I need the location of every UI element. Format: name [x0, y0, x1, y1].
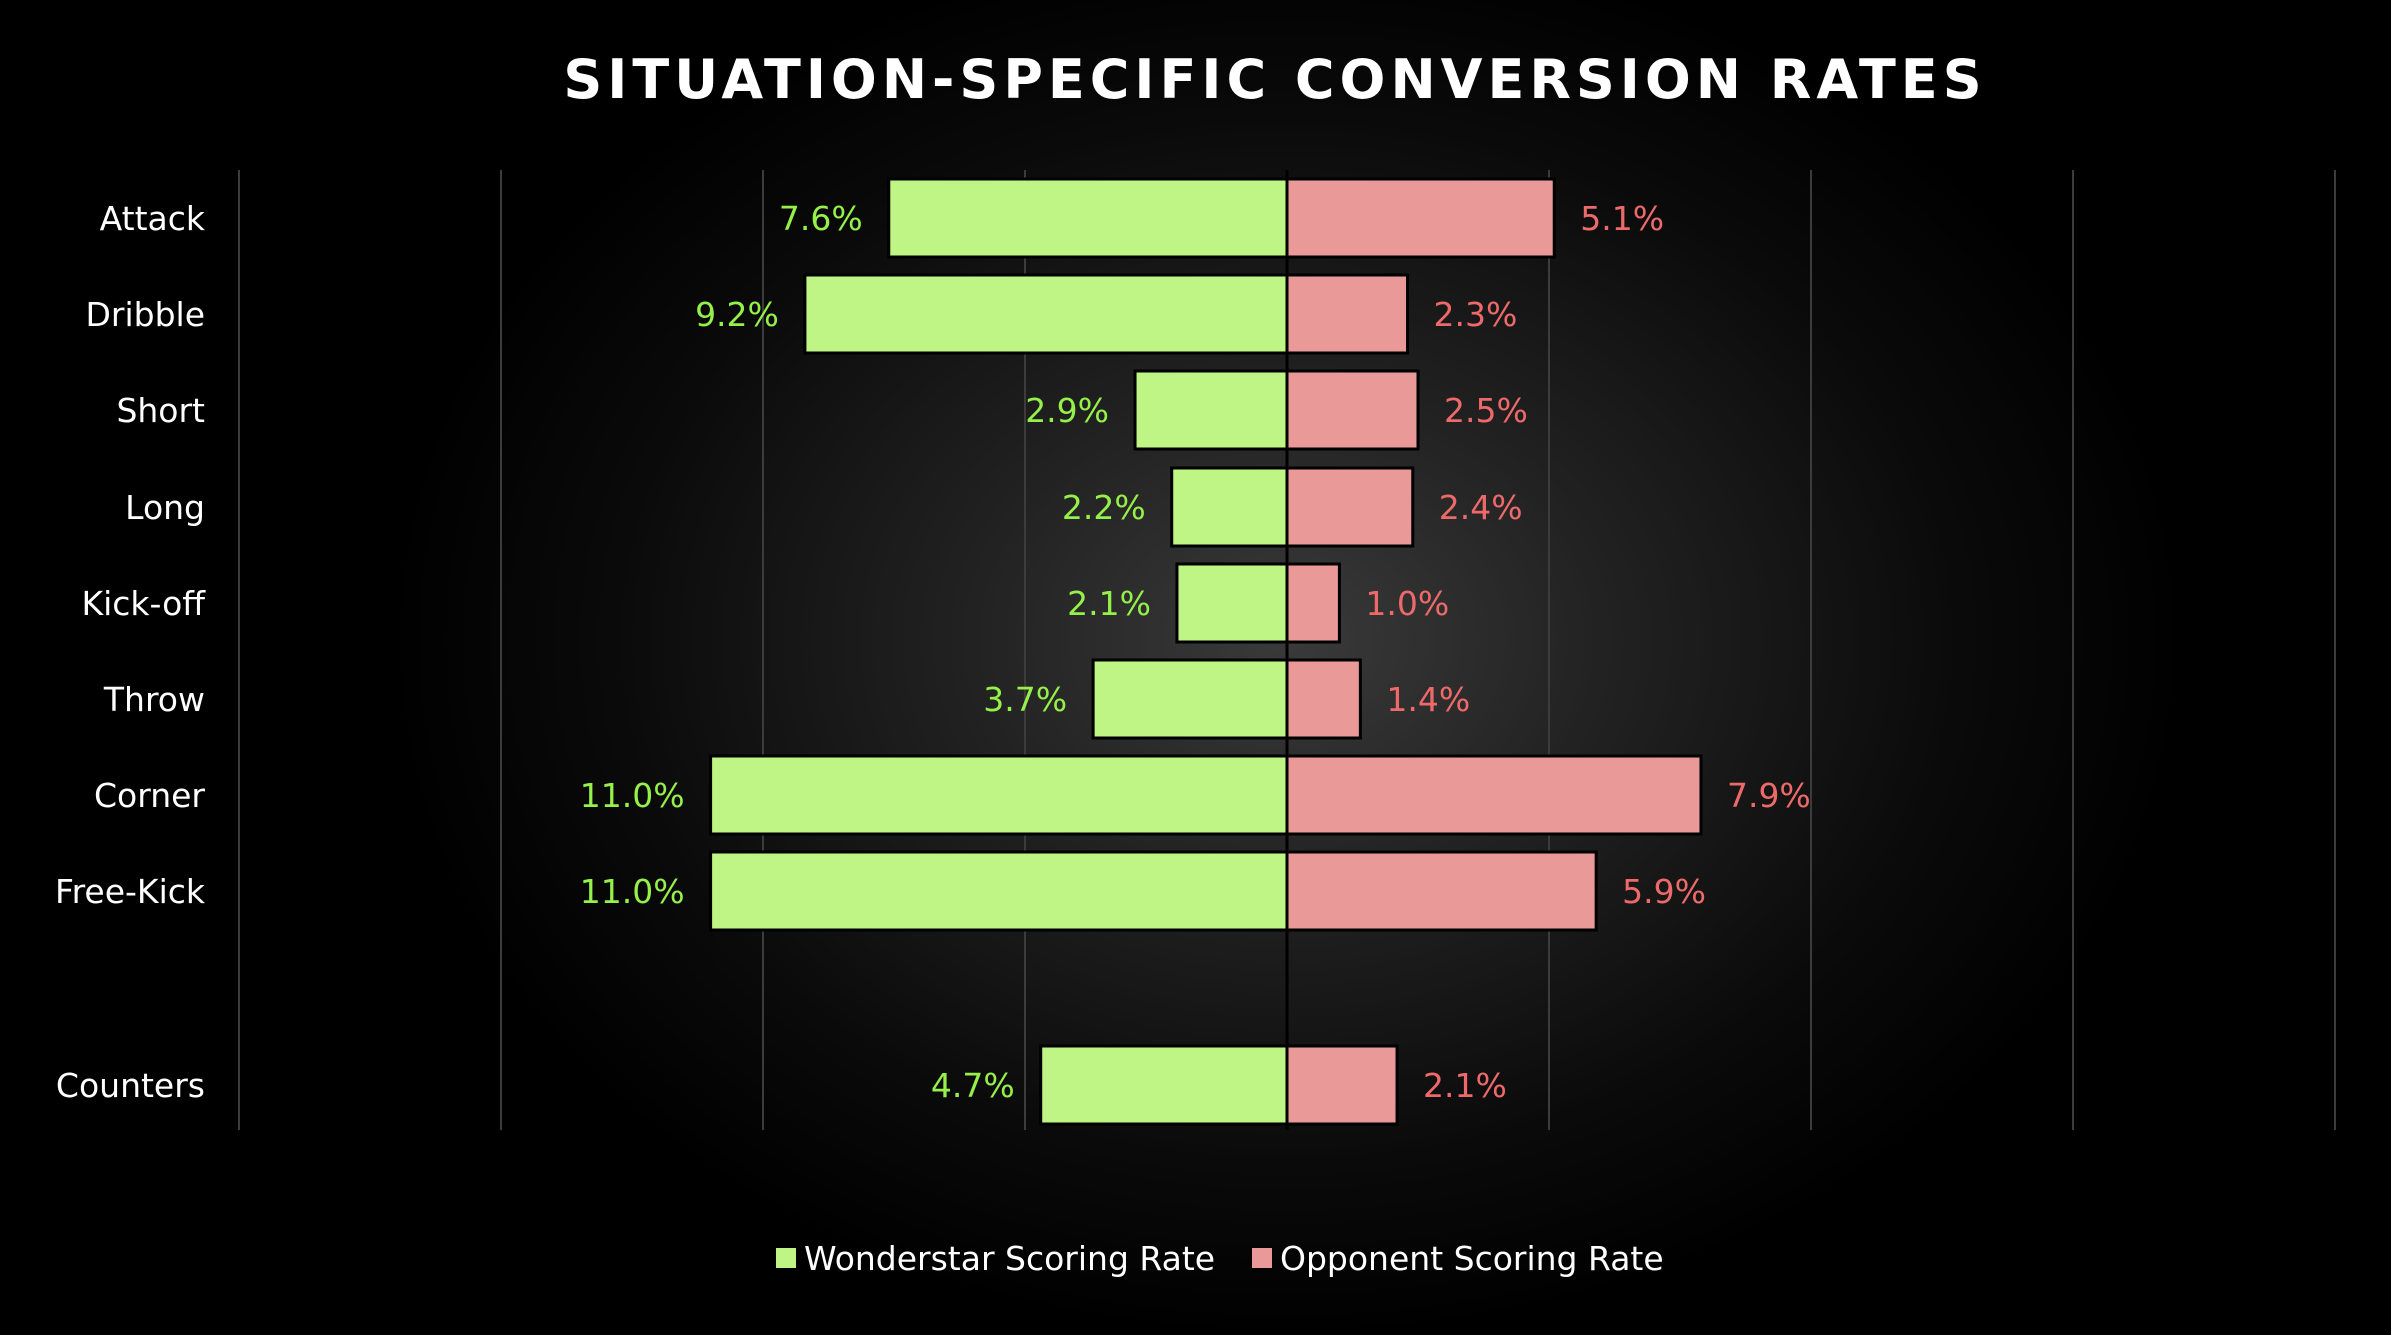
opponent-value-label: 1.0%	[1365, 584, 1449, 623]
opponent-value-label: 1.4%	[1386, 680, 1470, 719]
opponent-bar	[1285, 562, 1341, 644]
legend-label-wonderstar: Wonderstar Scoring Rate	[804, 1239, 1215, 1278]
wonderstar-value-label: 11.0%	[580, 872, 685, 911]
wonderstar-value-label: 11.0%	[580, 776, 685, 815]
opponent-value-label: 2.1%	[1423, 1066, 1507, 1105]
wonderstar-bar	[1170, 466, 1289, 548]
category-label: Corner	[94, 776, 205, 815]
wonderstar-bar	[803, 273, 1289, 355]
chart-title: SITUATION-SPECIFIC CONVERSION RATES	[563, 48, 1986, 111]
opponent-bar	[1285, 850, 1598, 932]
labels: Attack 7.6% 5.1% Dribble 9.2% 2.3% Short 2.9% 2.…	[55, 199, 1811, 1105]
wonderstar-value-label: 2.1%	[1067, 584, 1151, 623]
category-label: Dribble	[85, 295, 205, 334]
opponent-value-label: 7.9%	[1727, 776, 1811, 815]
opponent-bar	[1285, 273, 1410, 355]
legend-swatch-opponent	[1252, 1248, 1272, 1268]
opponent-bar	[1285, 1044, 1399, 1126]
opponent-value-label: 5.9%	[1622, 872, 1706, 911]
category-label: Kick-off	[81, 584, 206, 623]
wonderstar-bar	[709, 754, 1289, 836]
opponent-bar	[1285, 754, 1703, 836]
wonderstar-value-label: 4.7%	[931, 1066, 1015, 1105]
wonderstar-bar	[1175, 562, 1289, 644]
legend: Wonderstar Scoring Rate Opponent Scoring …	[776, 1239, 1664, 1278]
opponent-value-label: 2.4%	[1439, 488, 1523, 527]
wonderstar-bar	[1091, 658, 1289, 740]
wonderstar-value-label: 3.7%	[983, 680, 1067, 719]
wonderstar-value-label: 9.2%	[695, 295, 779, 334]
wonderstar-bar	[1039, 1044, 1289, 1126]
bars	[709, 170, 1703, 1130]
opponent-value-label: 5.1%	[1580, 199, 1664, 238]
opponent-bar	[1285, 369, 1420, 451]
category-label: Long	[125, 488, 205, 527]
wonderstar-bar	[709, 850, 1289, 932]
wonderstar-value-label: 2.9%	[1025, 391, 1109, 430]
category-label: Counters	[56, 1066, 205, 1105]
category-label: Attack	[100, 199, 206, 238]
legend-label-opponent: Opponent Scoring Rate	[1280, 1239, 1664, 1278]
opponent-bar	[1285, 466, 1415, 548]
opponent-value-label: 2.3%	[1434, 295, 1518, 334]
wonderstar-value-label: 7.6%	[779, 199, 863, 238]
legend-swatch-wonderstar	[776, 1248, 796, 1268]
wonderstar-bar	[887, 177, 1289, 259]
opponent-bar	[1285, 658, 1362, 740]
opponent-bar	[1285, 177, 1556, 259]
wonderstar-bar	[1133, 369, 1289, 451]
wonderstar-value-label: 2.2%	[1062, 488, 1146, 527]
category-label: Free-Kick	[55, 872, 206, 911]
category-label: Short	[116, 391, 205, 430]
opponent-value-label: 2.5%	[1444, 391, 1528, 430]
category-label: Throw	[103, 680, 205, 719]
